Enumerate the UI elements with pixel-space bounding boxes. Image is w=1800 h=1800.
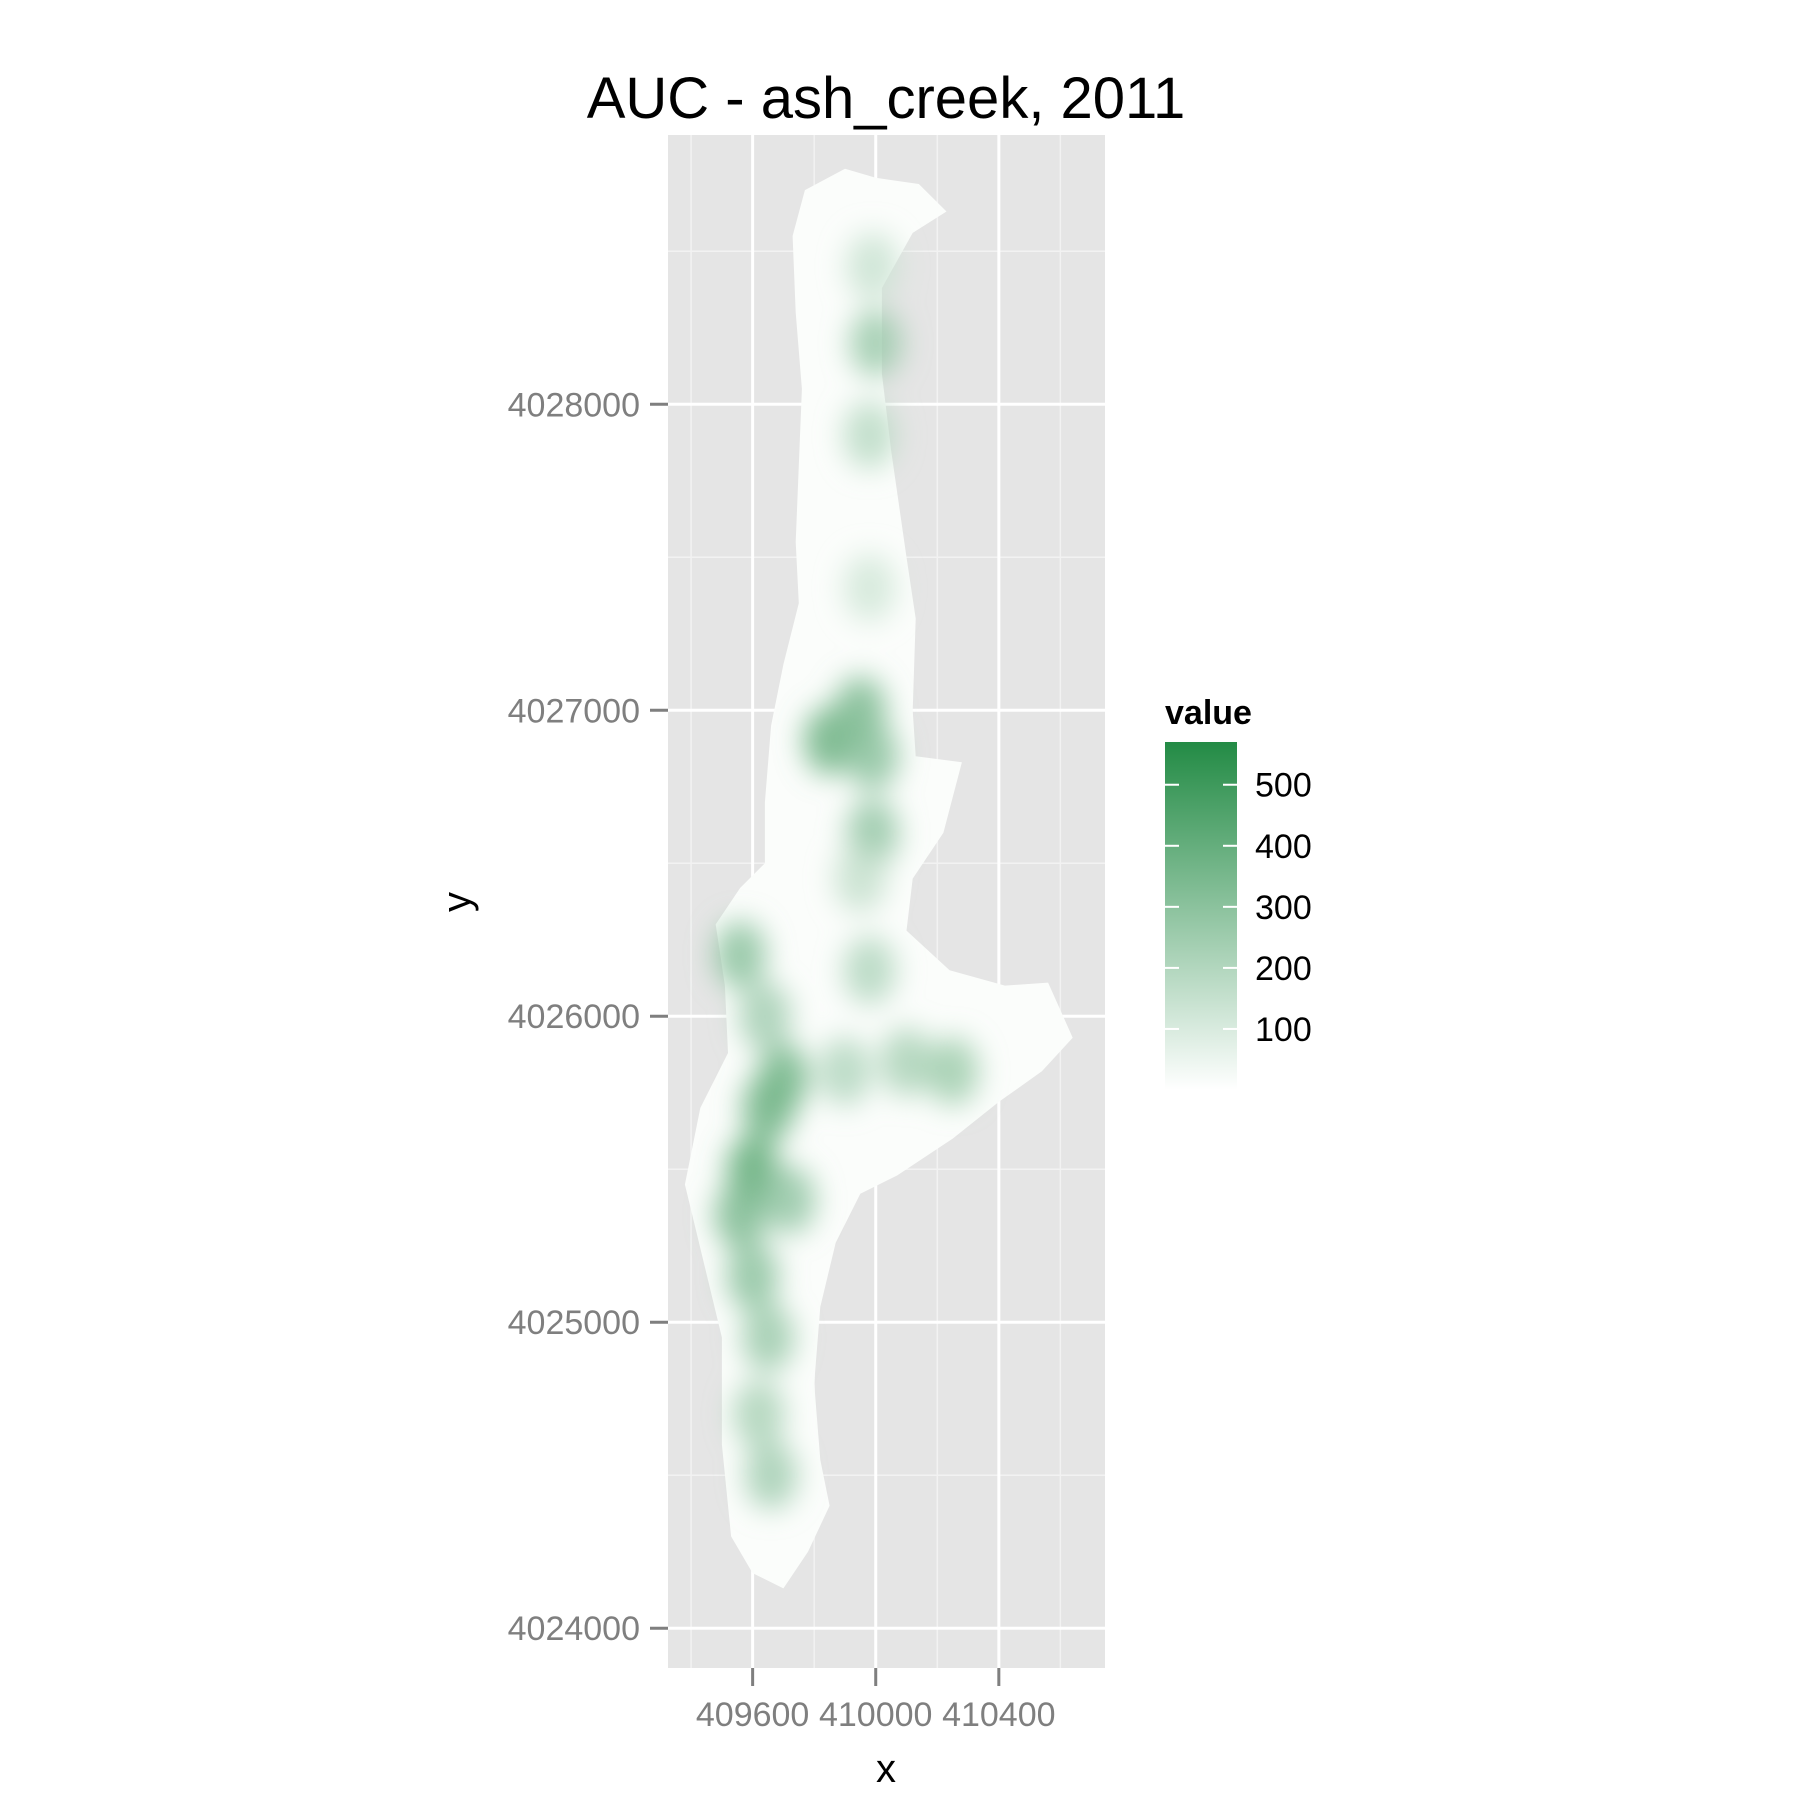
heatmap-cell xyxy=(818,1037,871,1106)
heatmap-cell xyxy=(880,1028,933,1097)
legend-breaks: 100 200 300 400 500 xyxy=(1165,767,1312,1049)
heatmap-cell xyxy=(846,232,899,301)
heatmap-cell xyxy=(732,1380,785,1449)
heatmap-cell xyxy=(714,921,767,990)
heatmap-cell xyxy=(714,1181,767,1250)
y-tick-label: 4028000 xyxy=(508,386,640,424)
y-tick-label: 4025000 xyxy=(508,1304,640,1342)
x-axis: 409600 410000 410400 xyxy=(696,1668,1056,1734)
y-tick-label: 4024000 xyxy=(508,1610,640,1648)
y-tick-label: 4026000 xyxy=(508,998,640,1036)
heatmap-cell xyxy=(843,400,896,469)
heatmap-cell xyxy=(745,1441,798,1510)
heatmap-cell xyxy=(763,1165,816,1234)
legend-break-label: 400 xyxy=(1255,828,1312,866)
heatmap-cell xyxy=(726,1242,779,1311)
heatmap-cell xyxy=(834,844,887,913)
y-axis: 4024000 4025000 4026000 4027000 4028000 xyxy=(508,386,668,1648)
heatmap-layer xyxy=(684,168,1073,1589)
heatmap-cells xyxy=(714,232,979,1510)
heatmap-cell xyxy=(843,936,896,1005)
legend-break-label: 500 xyxy=(1255,767,1312,805)
heatmap-cell xyxy=(757,1043,810,1112)
x-tick-label: 410400 xyxy=(942,1696,1055,1734)
heatmap-cell xyxy=(846,722,899,791)
heatmap-cell xyxy=(742,1303,795,1372)
y-tick-label: 4027000 xyxy=(508,692,640,730)
legend: value 100 200 300 400 500 xyxy=(1165,694,1312,1090)
x-tick-label: 410000 xyxy=(819,1696,932,1734)
heatmap-cell xyxy=(926,1037,979,1106)
legend-colorbar xyxy=(1165,742,1237,1090)
y-axis-title: y xyxy=(435,892,479,912)
legend-break-label: 300 xyxy=(1255,889,1312,927)
x-tick-label: 409600 xyxy=(696,1696,809,1734)
heatmap-cell xyxy=(849,309,902,378)
legend-title: value xyxy=(1165,694,1252,732)
heatmap-cell xyxy=(738,982,791,1051)
chart-title: AUC - ash_creek, 2011 xyxy=(587,66,1186,131)
legend-break-label: 200 xyxy=(1255,950,1312,988)
heatmap-cell xyxy=(843,553,896,622)
x-axis-title: x xyxy=(876,1747,896,1791)
legend-break-label: 100 xyxy=(1255,1011,1312,1049)
